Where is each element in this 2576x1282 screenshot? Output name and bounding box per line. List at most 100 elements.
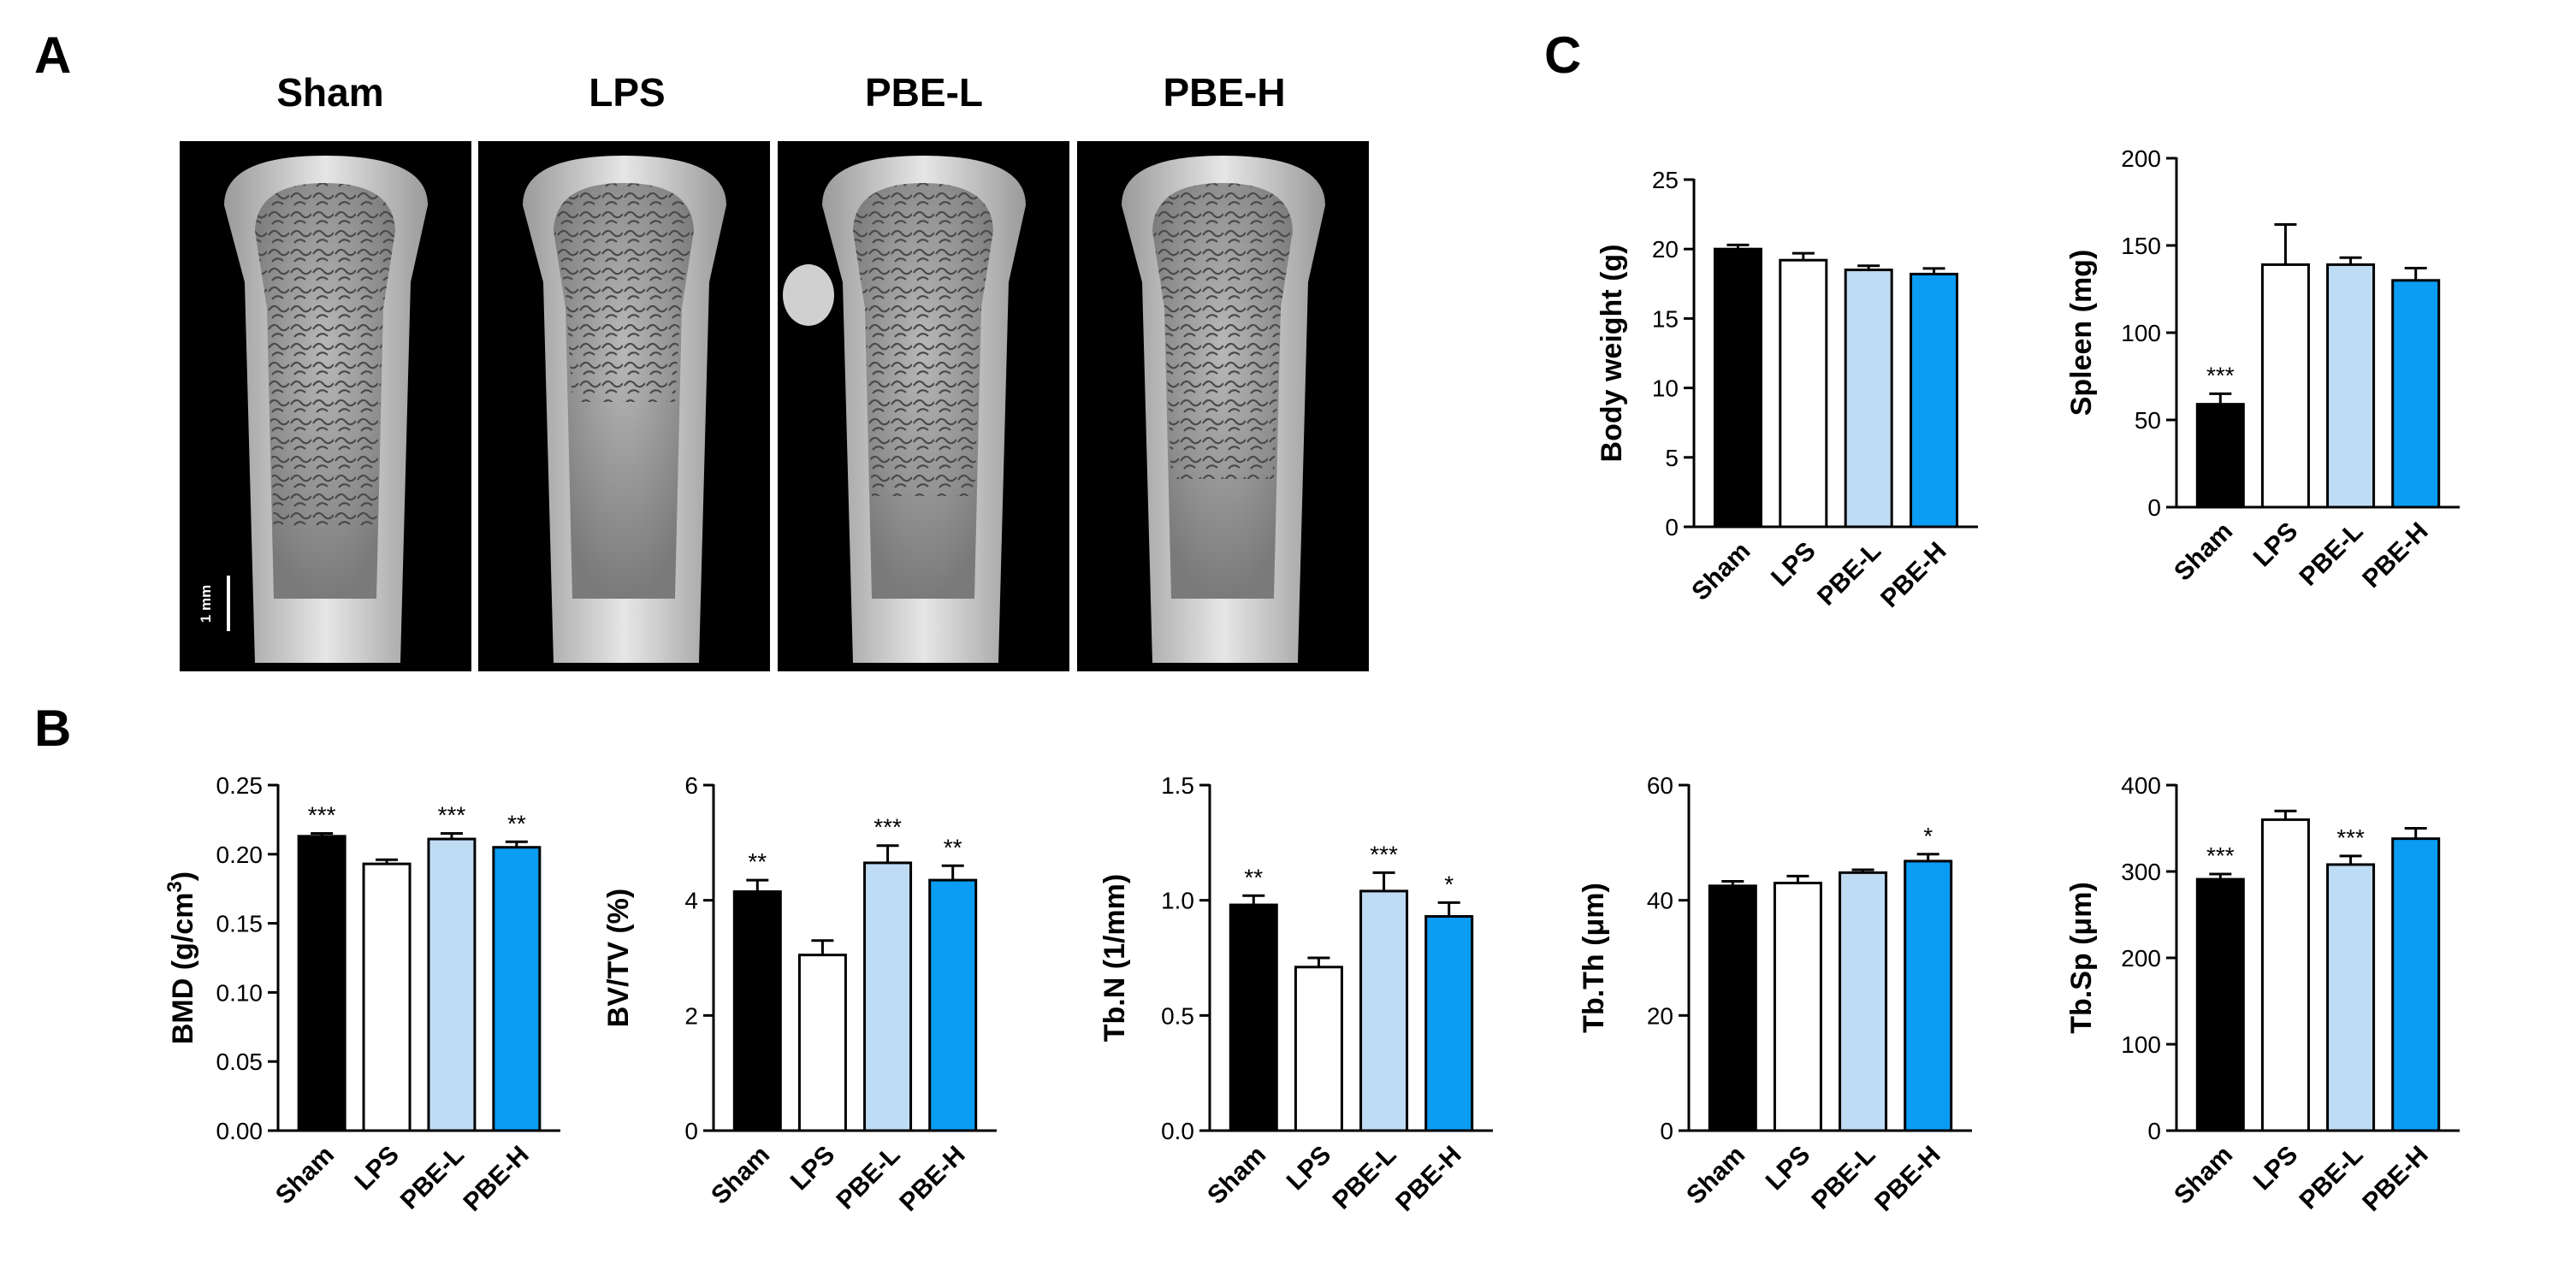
y-tick-label: 100 — [2121, 320, 2161, 346]
y-tick-label: 0 — [2147, 1118, 2161, 1144]
bar-lps — [2260, 818, 2310, 1132]
y-tick-label: 0.10 — [216, 979, 264, 1006]
bar-pbe-h — [1910, 272, 1959, 529]
y-tick-label: 2 — [684, 1002, 698, 1029]
bar-sham — [2195, 403, 2245, 509]
y-axis-label: Spleen (mg) — [2065, 250, 2098, 417]
x-tick-label: PBE-H — [1869, 1141, 1945, 1217]
x-tick-label: Sham — [2169, 517, 2238, 587]
x-tick-label: LPS — [785, 1141, 841, 1196]
bar-sham — [2195, 877, 2245, 1132]
significance-marker: ** — [507, 810, 526, 836]
bar-pbe-l — [2326, 863, 2376, 1132]
y-tick-label: 150 — [2121, 233, 2161, 259]
bar-pbe-h — [1424, 915, 1474, 1132]
bar-lps — [1779, 258, 1828, 529]
bar-pbe-l — [863, 861, 913, 1132]
panel-label-c: C — [1544, 27, 1581, 84]
x-tick-label: PBE-L — [2295, 1141, 2369, 1215]
bar-lps — [2260, 263, 2310, 509]
significance-marker: ** — [748, 848, 767, 875]
group-heading-lps: LPS — [589, 70, 665, 115]
x-tick-label: PBE-L — [1328, 1141, 1402, 1215]
y-tick-label: 60 — [1647, 772, 1673, 799]
bar-pbe-l — [2326, 263, 2376, 509]
y-tick-label: 5 — [1665, 445, 1679, 471]
y-tick-label: 0.0 — [1161, 1118, 1194, 1144]
panel-label-a: A — [34, 27, 71, 84]
y-axis-label: BMD (g/cm3) — [163, 871, 200, 1044]
y-tick-label: 0.15 — [216, 911, 264, 937]
bar-pbe-h — [1904, 860, 1953, 1132]
x-tick-label: Sham — [1202, 1141, 1271, 1210]
y-tick-label: 15 — [1652, 305, 1679, 332]
y-axis-label: Tb.Sp (μm) — [2065, 882, 2098, 1034]
bar-lps — [797, 954, 847, 1132]
significance-marker: *** — [2336, 824, 2365, 851]
bar-pbe-h — [928, 878, 978, 1132]
x-tick-label: Sham — [1681, 1141, 1750, 1210]
chart-tbn: 0.0 0.5 1.0 1.5 Tb.N (1/mm) ** Sham LPS *** PBE-L… — [1099, 772, 1493, 1217]
y-tick-label: 25 — [1652, 167, 1679, 193]
bar-sham — [732, 890, 782, 1132]
y-axis-label: BV/TV (%) — [602, 889, 635, 1027]
chart-spleen: 0 50 100 150 200 Spleen (mg) *** Sham LPSPBE-LPB… — [2065, 145, 2460, 594]
x-tick-label: PBE-H — [1390, 1141, 1466, 1217]
y-tick-label: 0.5 — [1161, 1002, 1194, 1029]
significance-marker: *** — [873, 814, 902, 841]
bar-pbe-l — [1839, 871, 1888, 1132]
bar-sham — [1708, 884, 1757, 1132]
x-tick-label: PBE-H — [1875, 537, 1951, 613]
bar-pbe-h — [2391, 837, 2441, 1132]
y-tick-label: 1.0 — [1161, 888, 1194, 914]
y-tick-label: 0 — [684, 1118, 698, 1144]
y-tick-label: 0 — [1660, 1118, 1673, 1144]
x-tick-label: Sham — [1686, 537, 1756, 606]
x-tick-label: PBE-H — [458, 1141, 534, 1217]
y-tick-label: 0 — [2147, 494, 2161, 521]
significance-marker: *** — [438, 802, 466, 829]
y-tick-label: 10 — [1652, 375, 1679, 402]
y-tick-label: 20 — [1647, 1002, 1673, 1029]
significance-marker: *** — [2206, 362, 2235, 388]
bar-sham — [297, 835, 346, 1132]
y-axis-label: Tb.Th (μm) — [1578, 883, 1610, 1033]
x-tick-label: PBE-L — [2295, 517, 2369, 592]
significance-marker: *** — [2206, 842, 2235, 869]
significance-marker: *** — [308, 802, 336, 829]
group-heading-pbe-h: PBE-H — [1163, 70, 1285, 115]
bar-sham — [1713, 247, 1762, 529]
y-tick-label: 0 — [1665, 514, 1679, 541]
chart-tbsp: 0 100 200 300 400 Tb.Sp (μm) *** Sham LPS *** PBE-… — [2065, 772, 2460, 1217]
panel-label-b: B — [34, 700, 71, 757]
y-tick-label: 40 — [1647, 888, 1673, 914]
scale-bar-label: 1 mm — [198, 585, 214, 623]
bar-pbe-h — [2391, 279, 2441, 509]
y-tick-label: 400 — [2121, 772, 2161, 799]
bar-pbe-l — [427, 837, 477, 1132]
y-tick-label: 100 — [2121, 1031, 2161, 1058]
bar-pbe-l — [1844, 269, 1893, 529]
significance-marker: * — [1923, 823, 1933, 849]
x-tick-label: LPS — [2248, 1141, 2304, 1196]
bar-pbe-h — [492, 846, 542, 1132]
bar-lps — [1773, 881, 1822, 1132]
bar-sham — [1229, 903, 1278, 1132]
microct-image-pbe-h — [1077, 141, 1369, 671]
x-tick-label: LPS — [1766, 537, 1821, 593]
x-tick-label: LPS — [349, 1141, 405, 1196]
y-axis-label: Tb.N (1/mm) — [1099, 874, 1131, 1042]
y-tick-label: 200 — [2121, 145, 2161, 172]
x-tick-label: LPS — [2248, 517, 2304, 573]
x-tick-label: PBE-L — [1807, 1141, 1881, 1215]
y-tick-label: 200 — [2121, 945, 2161, 972]
microct-image-sham — [180, 141, 471, 671]
x-tick-label: PBE-L — [1812, 537, 1886, 611]
y-tick-label: 4 — [684, 888, 698, 914]
y-tick-label: 20 — [1652, 236, 1679, 263]
significance-marker: ** — [944, 834, 962, 860]
y-tick-label: 1.5 — [1161, 772, 1194, 799]
significance-marker: * — [1444, 871, 1454, 897]
